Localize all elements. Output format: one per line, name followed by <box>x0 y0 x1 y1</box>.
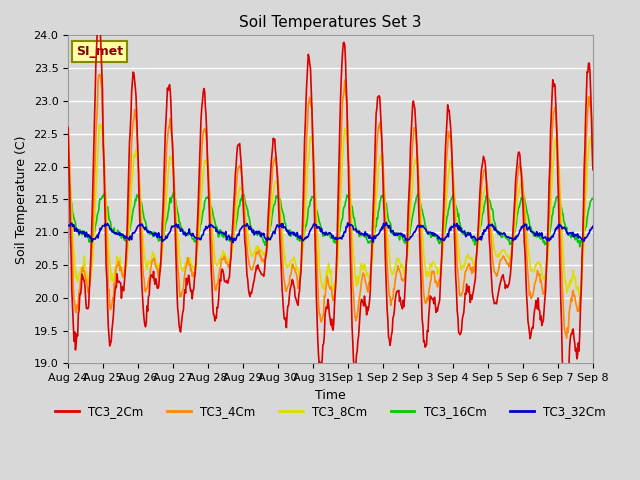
TC3_8Cm <box>410 163 418 169</box>
TC3_8Cm <box>209 240 217 246</box>
TC3_32Cm <box>74 227 81 232</box>
TC3_16Cm <box>589 196 596 202</box>
TC3_16Cm <box>74 227 81 232</box>
TC3_8Cm <box>64 143 72 149</box>
TC3_16Cm <box>576 244 584 250</box>
TC3_16Cm <box>209 215 217 220</box>
X-axis label: Time: Time <box>315 389 346 402</box>
TC3_32Cm <box>181 229 189 235</box>
TC3_4Cm <box>74 306 81 312</box>
TC3_4Cm <box>64 127 72 132</box>
TC3_4Cm <box>589 152 596 158</box>
Legend: TC3_2Cm, TC3_4Cm, TC3_8Cm, TC3_16Cm, TC3_32Cm: TC3_2Cm, TC3_4Cm, TC3_8Cm, TC3_16Cm, TC3… <box>51 401 611 423</box>
TC3_2Cm <box>589 167 596 173</box>
TC3_8Cm <box>395 256 403 262</box>
TC3_16Cm <box>182 231 189 237</box>
TC3_16Cm <box>128 217 136 223</box>
TC3_8Cm <box>182 260 189 266</box>
TC3_32Cm <box>383 220 390 226</box>
TC3_2Cm <box>129 79 136 85</box>
TC3_32Cm <box>64 222 72 228</box>
TC3_4Cm <box>563 335 570 341</box>
TC3_32Cm <box>229 240 237 245</box>
TC3_2Cm <box>209 312 217 317</box>
Line: TC3_8Cm: TC3_8Cm <box>68 124 593 299</box>
Line: TC3_2Cm: TC3_2Cm <box>68 6 593 399</box>
TC3_2Cm <box>410 103 418 108</box>
TC3_4Cm <box>129 127 136 133</box>
TC3_4Cm <box>410 125 418 131</box>
Line: TC3_16Cm: TC3_16Cm <box>68 193 593 247</box>
TC3_2Cm <box>182 290 189 296</box>
TC3_4Cm <box>395 266 403 272</box>
TC3_8Cm <box>576 296 584 301</box>
TC3_16Cm <box>395 231 403 237</box>
Line: TC3_32Cm: TC3_32Cm <box>68 223 593 242</box>
TC3_8Cm <box>589 148 596 154</box>
Line: TC3_4Cm: TC3_4Cm <box>68 74 593 338</box>
TC3_32Cm <box>128 237 136 242</box>
TC3_32Cm <box>589 223 596 229</box>
TC3_2Cm <box>64 125 72 131</box>
TC3_2Cm <box>561 396 568 402</box>
TC3_32Cm <box>411 229 419 235</box>
TC3_8Cm <box>74 279 81 285</box>
TC3_32Cm <box>396 231 403 237</box>
Title: Soil Temperatures Set 3: Soil Temperatures Set 3 <box>239 15 422 30</box>
TC3_16Cm <box>64 193 72 199</box>
Text: SI_met: SI_met <box>76 45 123 58</box>
TC3_16Cm <box>410 205 418 211</box>
TC3_16Cm <box>170 190 177 196</box>
TC3_4Cm <box>182 265 189 271</box>
TC3_32Cm <box>209 223 216 228</box>
TC3_4Cm <box>96 72 104 77</box>
TC3_4Cm <box>209 270 217 276</box>
TC3_2Cm <box>395 288 403 293</box>
TC3_8Cm <box>129 174 136 180</box>
TC3_2Cm <box>74 333 81 338</box>
TC3_2Cm <box>95 3 102 9</box>
TC3_8Cm <box>97 121 105 127</box>
Y-axis label: Soil Temperature (C): Soil Temperature (C) <box>15 135 28 264</box>
